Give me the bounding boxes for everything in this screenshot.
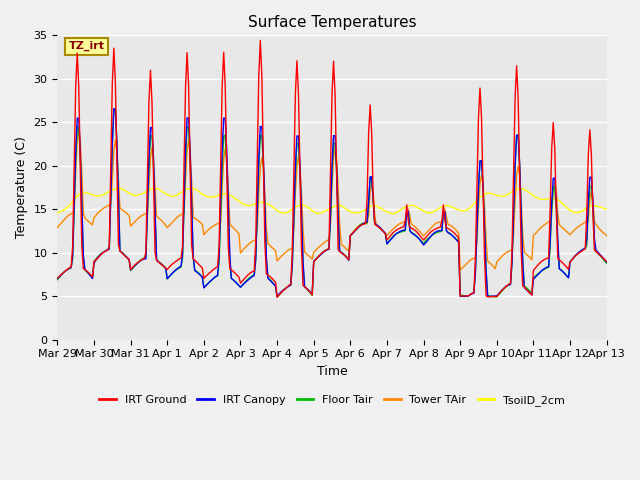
X-axis label: Time: Time [317,365,348,378]
Text: TZ_irt: TZ_irt [68,41,104,51]
Legend: IRT Ground, IRT Canopy, Floor Tair, Tower TAir, TsoilD_2cm: IRT Ground, IRT Canopy, Floor Tair, Towe… [95,391,570,410]
Title: Surface Temperatures: Surface Temperatures [248,15,417,30]
Y-axis label: Temperature (C): Temperature (C) [15,137,28,239]
